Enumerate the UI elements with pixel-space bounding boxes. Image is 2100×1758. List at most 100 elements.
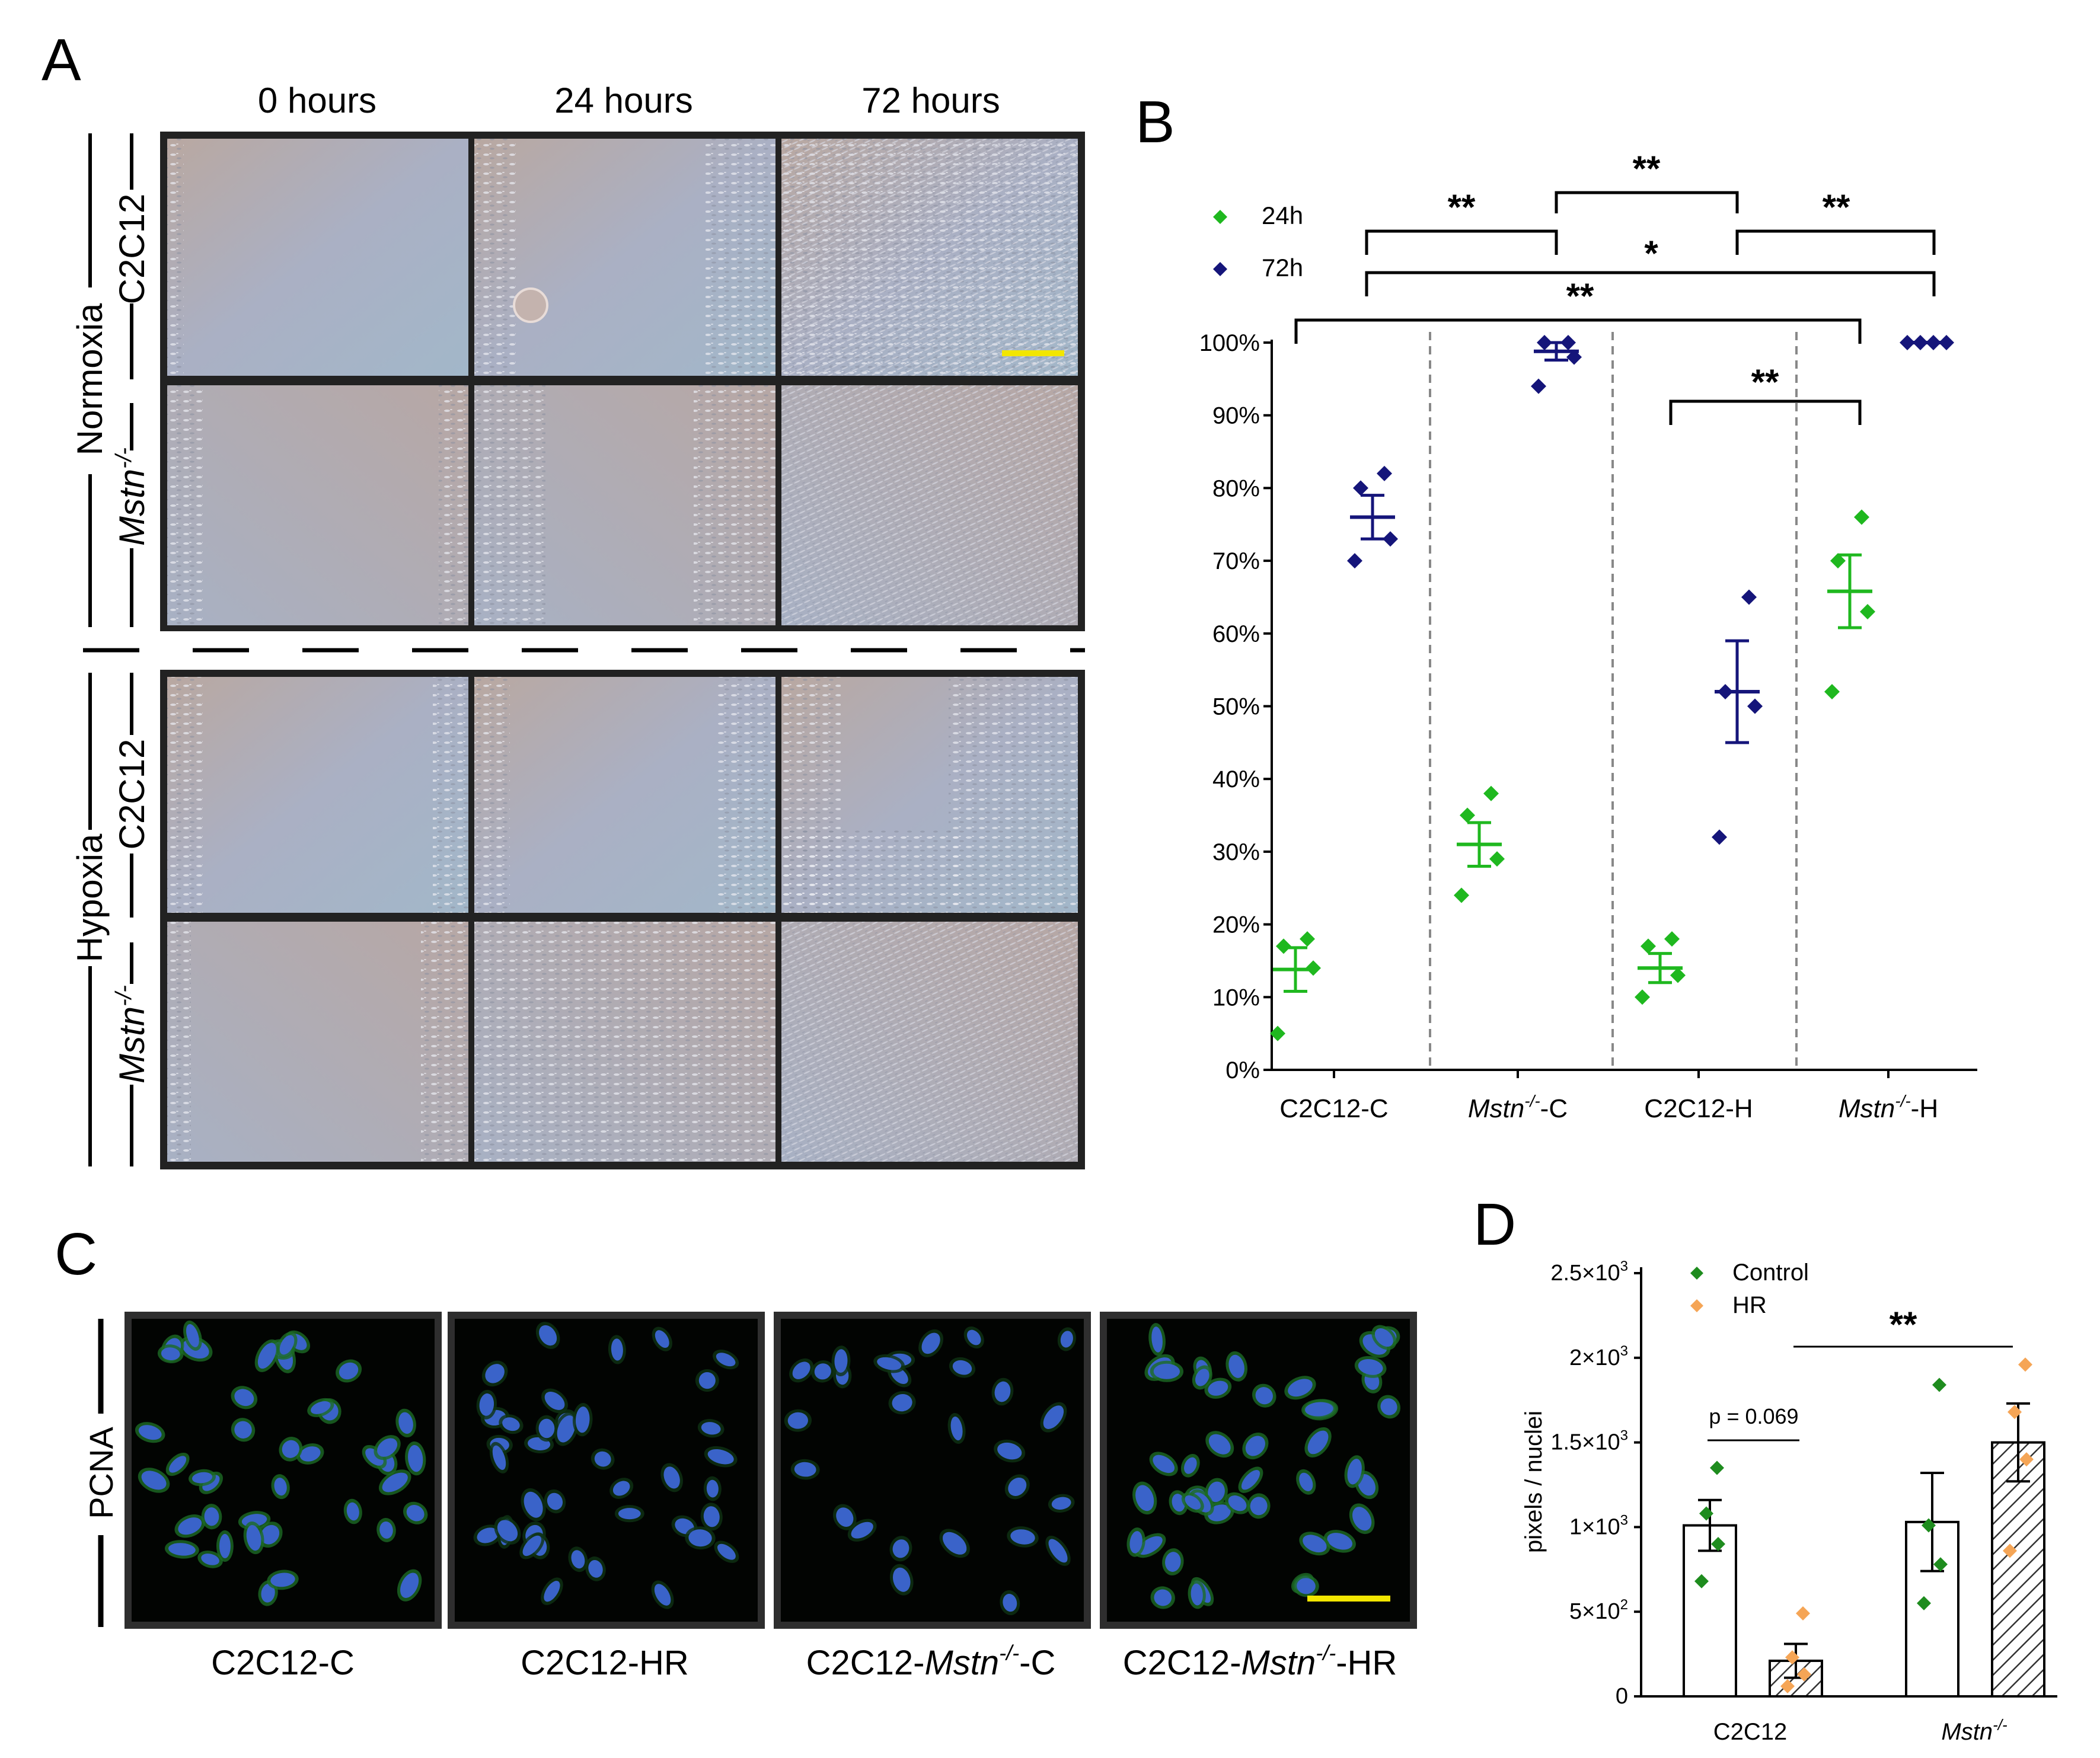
micrograph-normoxia-c2c12-72h (781, 139, 1078, 376)
cell-nucleus (834, 1349, 848, 1373)
data-point (1933, 1557, 1948, 1572)
cell-nucleus (1208, 1380, 1228, 1396)
significance-bracket (1365, 271, 1936, 296)
data-point (1641, 938, 1656, 954)
micrograph-normoxia-mstn-0h (167, 385, 468, 625)
cell-nucleus (365, 1448, 384, 1466)
panel-d-chart: 0 5×102 1×103 1.5×103 2×103 2.5×103 pixels / n… (1521, 1258, 2057, 1745)
cell-nucleus (1185, 1495, 1201, 1510)
data-point (1383, 531, 1398, 547)
micrograph-hypoxia-c2c12-24h (474, 677, 775, 913)
cell-nucleus (1228, 1495, 1247, 1511)
y-tick-label: 0 (1616, 1684, 1628, 1709)
column-header-0h: 0 hours (258, 81, 376, 120)
data-point (1780, 1679, 1795, 1693)
data-point (1694, 1574, 1709, 1588)
cell-nucleus (663, 1466, 680, 1489)
micrograph-hypoxia-mstn-72h (781, 922, 1078, 1162)
data-point (1797, 1667, 1811, 1682)
cell-nucleus (539, 1325, 557, 1346)
cell-nucleus (192, 1472, 213, 1484)
cell-nucleus (479, 1393, 494, 1416)
cell-nucleus (698, 1372, 716, 1389)
cell-nucleus (477, 1527, 499, 1543)
fluorescence-image-c2c12-mstn-hr (1100, 1312, 1417, 1629)
cell-nucleus (792, 1361, 810, 1379)
cell-nucleus (1184, 1457, 1197, 1474)
cell-nucleus (544, 1391, 565, 1410)
cell-nucleus (497, 1520, 518, 1542)
cell-nucleus (851, 1522, 873, 1539)
cell-nucleus (594, 1451, 611, 1467)
y-tick-label: 1.5×103 (1550, 1428, 1628, 1455)
legend-label: 72h (1262, 254, 1303, 282)
cell-nucleus (921, 1332, 940, 1354)
micrograph-hypoxia-mstn-24h (474, 922, 775, 1162)
fluorescence-image-c2c12-mstn-c (774, 1312, 1091, 1629)
y-tick-label: 20% (1212, 912, 1260, 938)
y-tick-label: 90% (1212, 403, 1260, 429)
cell-nucleus (1380, 1398, 1397, 1415)
micrograph-hypoxia-c2c12-0h (167, 677, 468, 913)
cell-nucleus (1358, 1473, 1375, 1496)
data-point (1300, 931, 1315, 947)
cell-nucleus (716, 1353, 736, 1367)
data-point (1270, 1025, 1285, 1041)
significance-bracket (1669, 399, 1862, 425)
p-value-label: p = 0.069 (1709, 1404, 1798, 1428)
cell-nucleus (1303, 1535, 1327, 1553)
cell-nucleus (1003, 1593, 1017, 1612)
cell-nucleus (485, 1364, 505, 1383)
cell-nucleus (1228, 1354, 1244, 1378)
cell-nucleus (707, 1449, 734, 1465)
cell-nucleus (168, 1543, 196, 1556)
cell-nucleus (655, 1330, 669, 1348)
scale-bar-panel-a (1002, 350, 1064, 356)
cell-nucleus (557, 1415, 576, 1443)
legend-marker (1690, 1267, 1703, 1280)
scale-bar-panel-c (1307, 1596, 1390, 1602)
fluorescence-caption: C2C12-HR (521, 1644, 689, 1682)
cell-nucleus (400, 1572, 419, 1598)
cell-nucleus (379, 1521, 393, 1539)
y-tick-label: 2.5×103 (1550, 1258, 1628, 1286)
cell-nucleus (1153, 1363, 1180, 1379)
cell-nucleus (282, 1440, 299, 1458)
data-point (1460, 807, 1475, 823)
cell-nucleus (794, 1462, 816, 1477)
data-point (2003, 1543, 2017, 1558)
micrograph-hypoxia-c2c12-72h (781, 677, 1078, 913)
cell-nucleus (346, 1502, 359, 1521)
cell-nucleus (178, 1517, 202, 1535)
cell-nucleus (492, 1445, 506, 1470)
significance-label: * (1644, 234, 1658, 273)
data-point (1854, 509, 1869, 525)
cell-nucleus (1297, 1578, 1316, 1594)
cell-nucleus (1135, 1485, 1154, 1511)
legend-label: 24h (1262, 202, 1303, 229)
cell-nucleus (1043, 1405, 1064, 1429)
fluorescence-image-c2c12-c (125, 1312, 442, 1629)
fluorescence-caption: C2C12-Mstn-/--HR (1123, 1641, 1397, 1682)
cell-nucleus (997, 1442, 1022, 1460)
cell-nucleus (612, 1481, 630, 1496)
y-tick-label: 60% (1212, 621, 1260, 647)
cell-nucleus (952, 1360, 972, 1375)
bar (1683, 1524, 1737, 1698)
x-category-label: C2C12-H (1644, 1094, 1753, 1123)
cell-nucleus (1060, 1331, 1073, 1348)
cell-nucleus (234, 1421, 252, 1439)
cell-nucleus (257, 1343, 276, 1369)
y-tick-label: 10% (1212, 985, 1260, 1011)
cell-nucleus (1008, 1477, 1027, 1496)
cell-nucleus (261, 1584, 275, 1603)
y-tick-label: 5×102 (1569, 1597, 1628, 1624)
cell-nucleus (204, 1507, 219, 1526)
cell-nucleus (544, 1581, 560, 1602)
cell-nucleus (706, 1479, 719, 1498)
significance-bracket (1294, 318, 1862, 344)
data-point (1710, 1460, 1724, 1475)
cell-nucleus (502, 1417, 520, 1431)
cell-nucleus (994, 1381, 1011, 1402)
